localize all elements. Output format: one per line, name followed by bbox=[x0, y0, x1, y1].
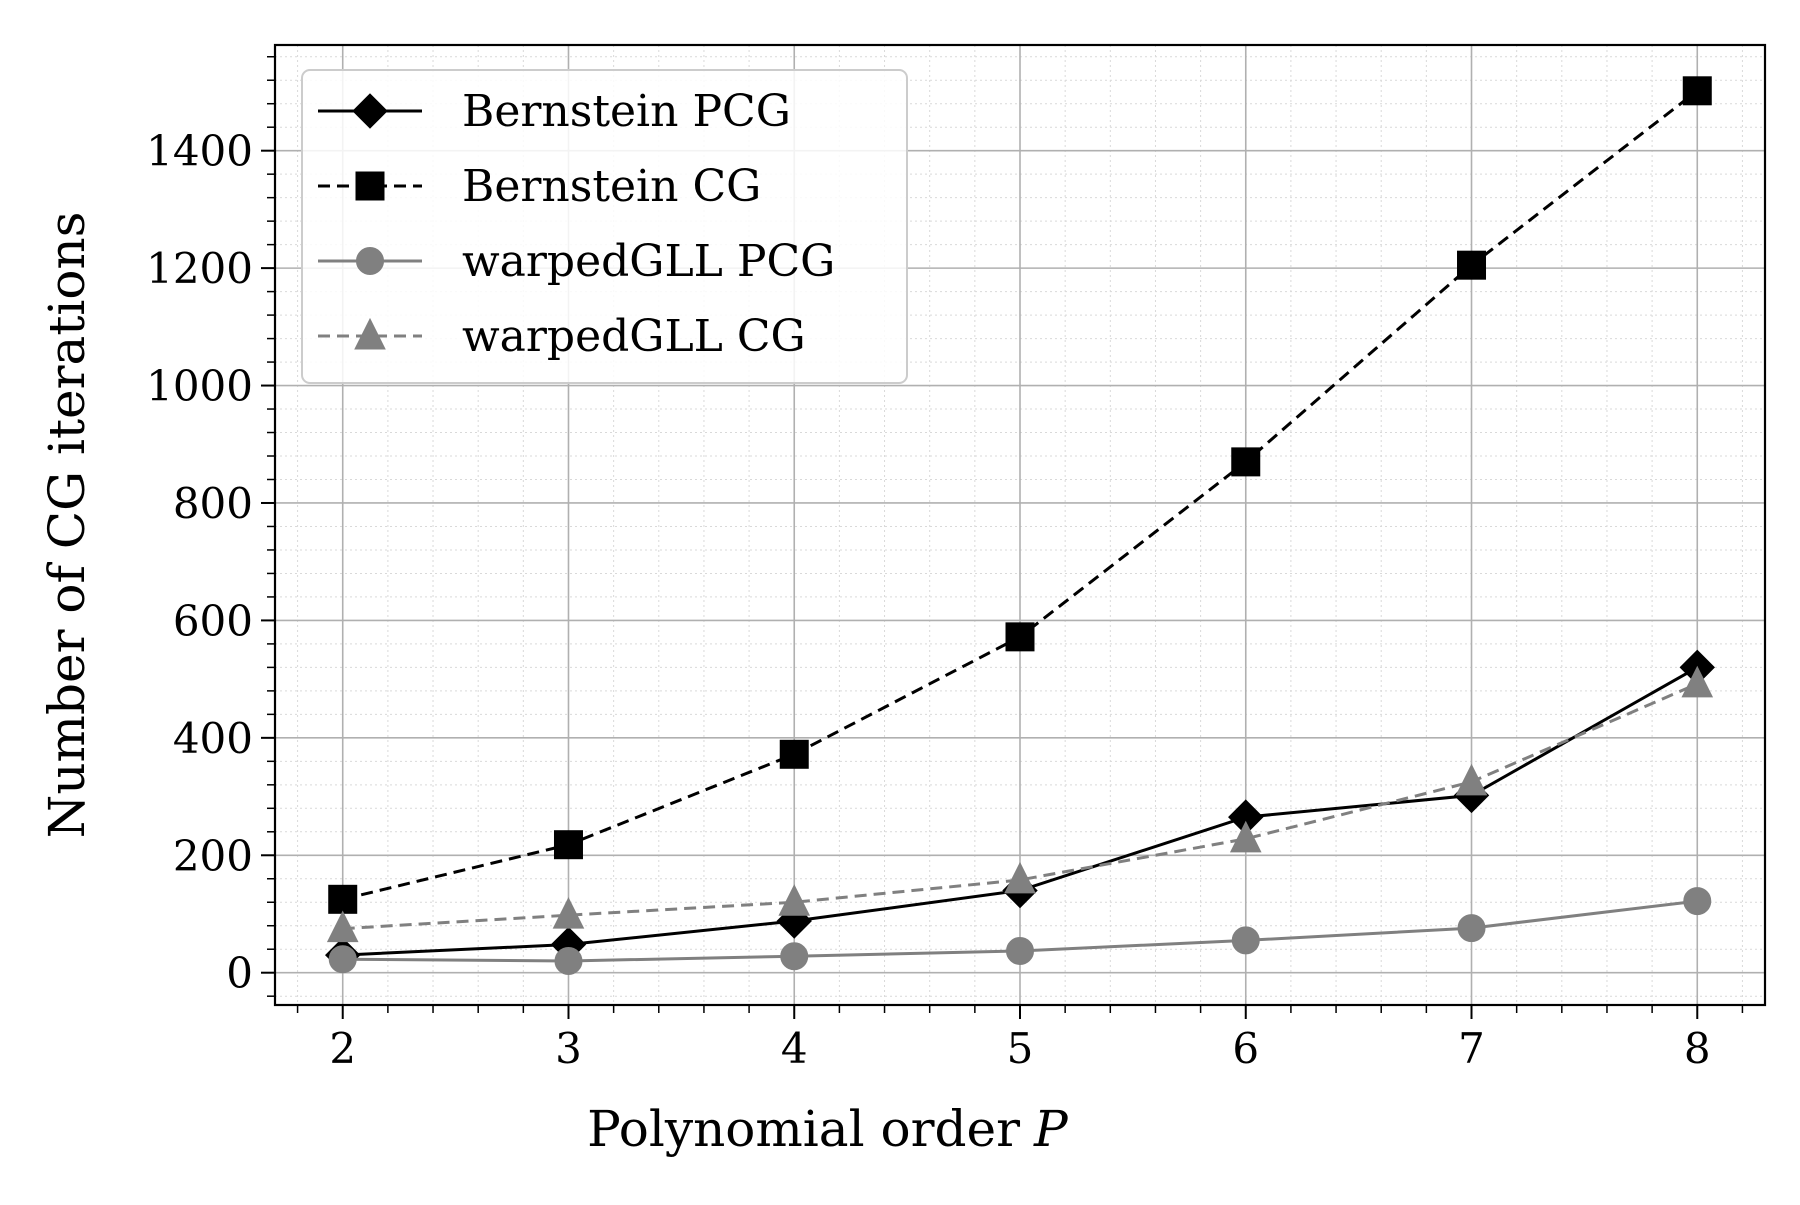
x-tick-label: 4 bbox=[781, 1024, 808, 1073]
y-tick-label: 200 bbox=[173, 831, 253, 880]
legend: Bernstein PCG Bernstein CG warpedGLL PCG wa… bbox=[301, 69, 908, 384]
x-axis-symbol: P bbox=[1033, 1100, 1069, 1158]
marker-circle bbox=[328, 945, 357, 974]
x-tick-label: 3 bbox=[555, 1024, 582, 1073]
marker-square bbox=[1682, 76, 1712, 106]
marker-circle bbox=[780, 942, 809, 971]
marker-square bbox=[328, 884, 358, 914]
marker-square bbox=[553, 830, 583, 860]
marker-square bbox=[779, 739, 809, 769]
y-tick-label: 0 bbox=[226, 949, 253, 998]
marker-circle bbox=[554, 946, 583, 975]
y-tick-label: 600 bbox=[173, 596, 253, 645]
marker-square bbox=[1231, 447, 1261, 477]
marker-triangle bbox=[1004, 861, 1036, 894]
marker-square bbox=[1005, 622, 1035, 652]
legend-label: warpedGLL PCG bbox=[462, 236, 835, 287]
x-tick-label: 2 bbox=[329, 1024, 356, 1073]
marker-circle bbox=[1006, 936, 1034, 965]
legend-entry: Bernstein CG bbox=[318, 161, 761, 212]
y-tick-label: 1400 bbox=[146, 127, 253, 176]
marker-triangle bbox=[1681, 665, 1714, 698]
marker-circle bbox=[1683, 887, 1712, 916]
series-layer bbox=[325, 76, 1715, 975]
x-tick-label: 5 bbox=[1007, 1024, 1034, 1073]
marker-diamond bbox=[352, 93, 388, 129]
marker-circle bbox=[1457, 914, 1486, 943]
legend-box bbox=[301, 69, 908, 384]
legend-label: warpedGLL CG bbox=[462, 311, 806, 362]
marker-triangle bbox=[1455, 763, 1488, 796]
x-tick-label: 8 bbox=[1684, 1024, 1711, 1073]
legend-entry: warpedGLL PCG bbox=[318, 236, 835, 287]
series-bernstein-cg bbox=[328, 76, 1712, 914]
x-tick-label: 7 bbox=[1458, 1024, 1485, 1073]
y-tick-label: 400 bbox=[173, 714, 253, 763]
y-tick-label: 1200 bbox=[146, 244, 253, 293]
legend-entry: Bernstein PCG bbox=[318, 86, 791, 137]
axis-ticks bbox=[261, 55, 1744, 1019]
y-tick-label: 1000 bbox=[146, 362, 253, 411]
marker-triangle bbox=[552, 897, 585, 929]
legend-label: Bernstein CG bbox=[462, 161, 761, 212]
marker-triangle bbox=[354, 317, 386, 350]
marker-square bbox=[1457, 250, 1487, 280]
marker-square bbox=[355, 171, 385, 201]
y-axis-title: Number of CG iterations bbox=[38, 212, 96, 839]
marker-circle bbox=[1231, 926, 1260, 955]
x-axis-title: Polynomial order bbox=[587, 1100, 1020, 1158]
series-warpedgll-cg bbox=[326, 665, 1714, 943]
x-tick-label: 6 bbox=[1232, 1024, 1259, 1073]
series-warpedgll-pcg bbox=[328, 887, 1712, 975]
legend-entry: warpedGLL CG bbox=[318, 311, 806, 362]
y-tick-labels: 0 200 400 600 800 1000 1200 1400 bbox=[146, 127, 253, 998]
marker-triangle bbox=[326, 910, 359, 943]
marker-triangle bbox=[1229, 820, 1262, 853]
marker-circle bbox=[356, 247, 384, 275]
legend-entries: Bernstein PCG Bernstein CG warpedGLL PCG wa… bbox=[318, 86, 835, 362]
x-tick-labels: 2 3 4 5 6 7 8 bbox=[329, 1024, 1710, 1073]
legend-label: Bernstein PCG bbox=[462, 86, 791, 137]
marker-triangle bbox=[778, 884, 811, 916]
y-tick-label: 800 bbox=[173, 479, 253, 528]
